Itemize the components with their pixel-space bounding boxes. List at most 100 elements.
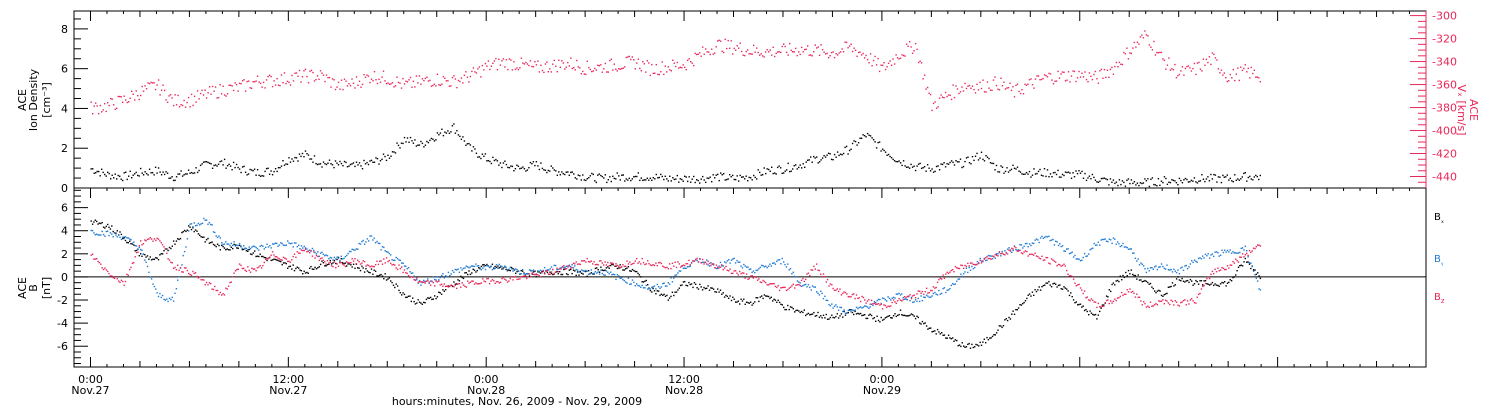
b-point	[372, 273, 374, 275]
b-point	[1063, 263, 1065, 265]
b-point	[675, 266, 678, 269]
b-point	[498, 282, 500, 284]
b-point	[381, 275, 384, 277]
density-point	[162, 171, 164, 173]
density-point	[938, 169, 941, 171]
density-point	[517, 165, 520, 167]
b-point	[986, 336, 988, 339]
b-point	[423, 281, 425, 283]
b-point	[148, 238, 150, 240]
b-point	[886, 306, 888, 309]
density-point	[1010, 168, 1013, 171]
speed-point	[184, 106, 187, 108]
b-point	[216, 236, 219, 239]
b-point	[215, 289, 217, 292]
b-point	[1151, 305, 1153, 307]
b-point	[403, 265, 406, 267]
b-point	[967, 343, 969, 346]
b-point	[523, 275, 525, 277]
b-point	[1166, 300, 1168, 302]
top-right-ylabel: ACEVₓ [km/s]	[1455, 84, 1480, 135]
b-point	[199, 276, 201, 278]
b-point	[133, 244, 135, 246]
speed-point	[1195, 73, 1197, 76]
b-point	[370, 268, 373, 270]
density-point	[283, 164, 286, 166]
b-point	[203, 217, 205, 220]
speed-point	[120, 96, 122, 98]
speed-point	[693, 64, 695, 67]
b-point	[1077, 304, 1079, 306]
speed-point	[220, 93, 223, 95]
speed-point	[487, 60, 490, 62]
speed-point	[703, 53, 705, 55]
b-point	[167, 249, 169, 252]
b-point	[609, 262, 612, 264]
speed-point	[493, 60, 496, 62]
speed-point	[637, 58, 639, 60]
speed-point	[187, 96, 190, 99]
b-point	[127, 274, 129, 276]
b-point	[1156, 290, 1159, 292]
b-point	[946, 271, 948, 273]
b-point	[854, 297, 856, 300]
density-point	[441, 128, 443, 130]
b-point	[836, 306, 838, 308]
b-point	[1114, 238, 1116, 240]
density-point	[142, 174, 145, 176]
density-point	[267, 167, 269, 169]
speed-point	[624, 66, 626, 68]
b-point	[141, 244, 143, 246]
density-point	[648, 179, 650, 181]
b-point	[1250, 251, 1252, 254]
b-point	[608, 267, 610, 269]
b-point	[432, 281, 434, 284]
b-point	[898, 292, 900, 295]
speed-point	[276, 78, 278, 80]
b-point	[212, 288, 215, 291]
density-point	[801, 167, 803, 169]
b-point	[266, 257, 268, 260]
b-point	[1137, 274, 1139, 276]
density-point	[760, 174, 762, 176]
b-point	[807, 312, 810, 315]
b-point	[102, 226, 105, 228]
b-point	[495, 264, 498, 266]
b-point	[409, 295, 411, 297]
speed-point	[591, 70, 593, 73]
b-point	[1037, 289, 1039, 291]
b-point	[615, 278, 617, 280]
speed-point	[741, 50, 743, 53]
b-point	[255, 270, 257, 272]
b-point	[717, 267, 719, 270]
b-point	[902, 296, 904, 299]
speed-point	[905, 43, 908, 45]
b-point	[1099, 306, 1101, 308]
density-point	[1174, 180, 1176, 182]
b-point	[837, 309, 840, 311]
speed-point	[343, 78, 346, 80]
b-point	[887, 305, 889, 307]
speed-point	[1153, 40, 1155, 43]
density-point	[430, 137, 433, 140]
density-point	[914, 169, 917, 172]
b-point	[418, 281, 421, 283]
speed-point	[1193, 62, 1196, 65]
b-point	[744, 277, 746, 279]
speed-point	[508, 58, 511, 60]
b-point	[1085, 308, 1087, 311]
density-point	[859, 137, 861, 139]
speed-point	[866, 58, 869, 61]
speed-point	[1210, 63, 1212, 66]
speed-point	[878, 70, 881, 73]
b-point	[787, 263, 789, 265]
speed-point	[337, 81, 340, 84]
b-point	[392, 284, 395, 286]
b-point	[864, 299, 866, 301]
b-point	[480, 269, 483, 271]
b-point	[941, 332, 943, 334]
speed-point	[553, 59, 555, 62]
b-point	[717, 288, 719, 290]
b-point	[560, 268, 562, 270]
b-point	[972, 263, 974, 266]
